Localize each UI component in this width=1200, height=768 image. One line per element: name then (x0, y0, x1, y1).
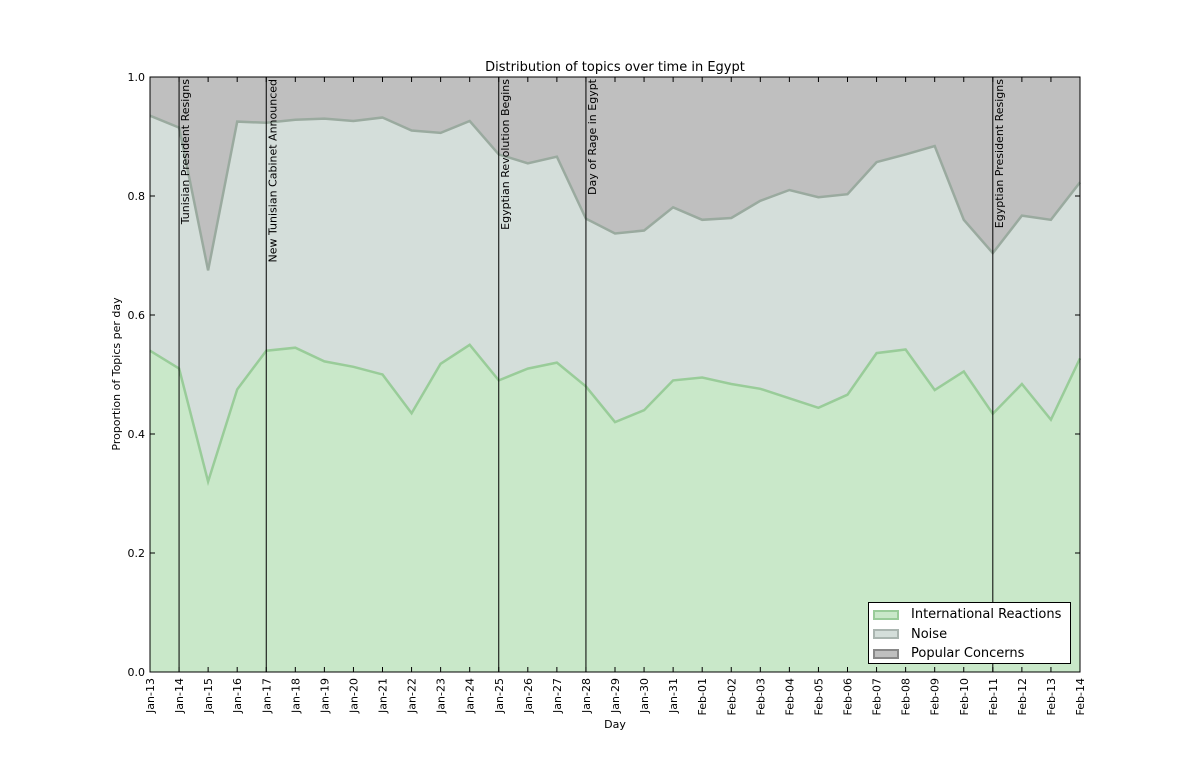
x-tick-label: Feb-08 (900, 678, 913, 715)
x-tick-label: Jan-28 (580, 678, 593, 714)
legend-label: Noise (911, 626, 948, 642)
legend-item: International Reactions (873, 605, 1066, 625)
x-tick-label: Jan-25 (493, 678, 506, 714)
x-tick-label: Feb-12 (1016, 678, 1029, 715)
x-tick-label: Jan-18 (289, 678, 302, 714)
y-tick-label: 0.8 (128, 190, 146, 203)
legend-item: Popular Concerns (873, 644, 1066, 664)
x-axis: Jan-13 Jan-14 Jan-15 Jan-16 Jan-17 Jan-18 Jan-… (144, 77, 1087, 715)
x-tick-label: Jan-22 (406, 678, 419, 714)
y-axis: 0.0 0.2 0.4 0.6 0.8 1.0 (128, 71, 1080, 679)
x-tick-label: Feb-14 (1074, 678, 1087, 715)
x-tick-label: Jan-29 (609, 678, 622, 714)
x-tick-label: Feb-03 (754, 678, 767, 715)
x-tick-label: Feb-11 (987, 678, 1000, 715)
x-tick-label: Jan-21 (377, 678, 390, 714)
line-noise (149, 114, 1081, 271)
line-international-reactions (149, 343, 1082, 487)
legend-swatch (873, 629, 899, 640)
y-tick-label: 0.6 (128, 309, 146, 322)
x-tick-label: Jan-16 (231, 678, 244, 714)
y-axis-label: Proportion of Topics per day (110, 297, 123, 451)
area-popular-concerns (150, 77, 1080, 271)
x-tick-label: Jan-17 (260, 678, 273, 714)
event-label: Tunisian President Resigns (179, 79, 192, 226)
x-tick-label: Jan-20 (347, 678, 360, 714)
legend-label: Popular Concerns (911, 646, 1025, 662)
legend-label: International Reactions (911, 607, 1062, 623)
x-tick-label: Jan-19 (318, 678, 331, 714)
x-tick-label: Jan-26 (522, 678, 535, 714)
x-tick-label: Jan-31 (667, 678, 680, 714)
y-tick-label: 0.0 (128, 666, 146, 679)
x-tick-label: Feb-06 (842, 678, 855, 715)
x-tick-label: Jan-14 (173, 678, 186, 714)
y-tick-label: 1.0 (128, 71, 146, 84)
x-tick-label: Jan-30 (638, 678, 651, 714)
event-label: Egyptian President Resigns (993, 79, 1006, 228)
y-tick-label: 0.4 (128, 428, 146, 441)
chart-title: Distribution of topics over time in Egyp… (485, 60, 745, 75)
x-tick-label: Jan-23 (435, 678, 448, 714)
legend-swatch (873, 609, 899, 620)
x-tick-label: Feb-07 (871, 678, 884, 715)
event-markers: Tunisian President Resigns New Tunisian C… (178, 77, 1006, 672)
x-axis-label: Day (604, 718, 626, 731)
x-tick-label: Feb-05 (812, 678, 825, 715)
event-label: New Tunisian Cabinet Announced (266, 79, 279, 262)
x-tick-label: Feb-01 (696, 678, 709, 715)
event-label: Day of Rage in Egypt (586, 78, 599, 195)
x-tick-label: Jan-27 (551, 678, 564, 714)
legend-item: Noise (873, 625, 1066, 645)
event-label: Egyptian Revolution Begins (499, 79, 512, 230)
x-tick-label: Feb-04 (783, 678, 796, 715)
legend-swatch (873, 648, 899, 659)
x-tick-label: Feb-09 (929, 678, 942, 715)
x-tick-label: Jan-24 (464, 678, 477, 714)
x-tick-label: Jan-13 (144, 678, 157, 714)
x-tick-label: Feb-10 (958, 678, 971, 715)
x-tick-label: Feb-13 (1045, 678, 1058, 715)
x-tick-label: Feb-02 (725, 678, 738, 715)
area-noise (150, 115, 1080, 482)
y-tick-label: 0.2 (128, 547, 146, 560)
legend: International Reactions Noise Popular Co… (868, 602, 1071, 664)
area-international-reactions (150, 344, 1080, 672)
x-tick-label: Jan-15 (202, 678, 215, 714)
stacked-areas (149, 77, 1082, 672)
